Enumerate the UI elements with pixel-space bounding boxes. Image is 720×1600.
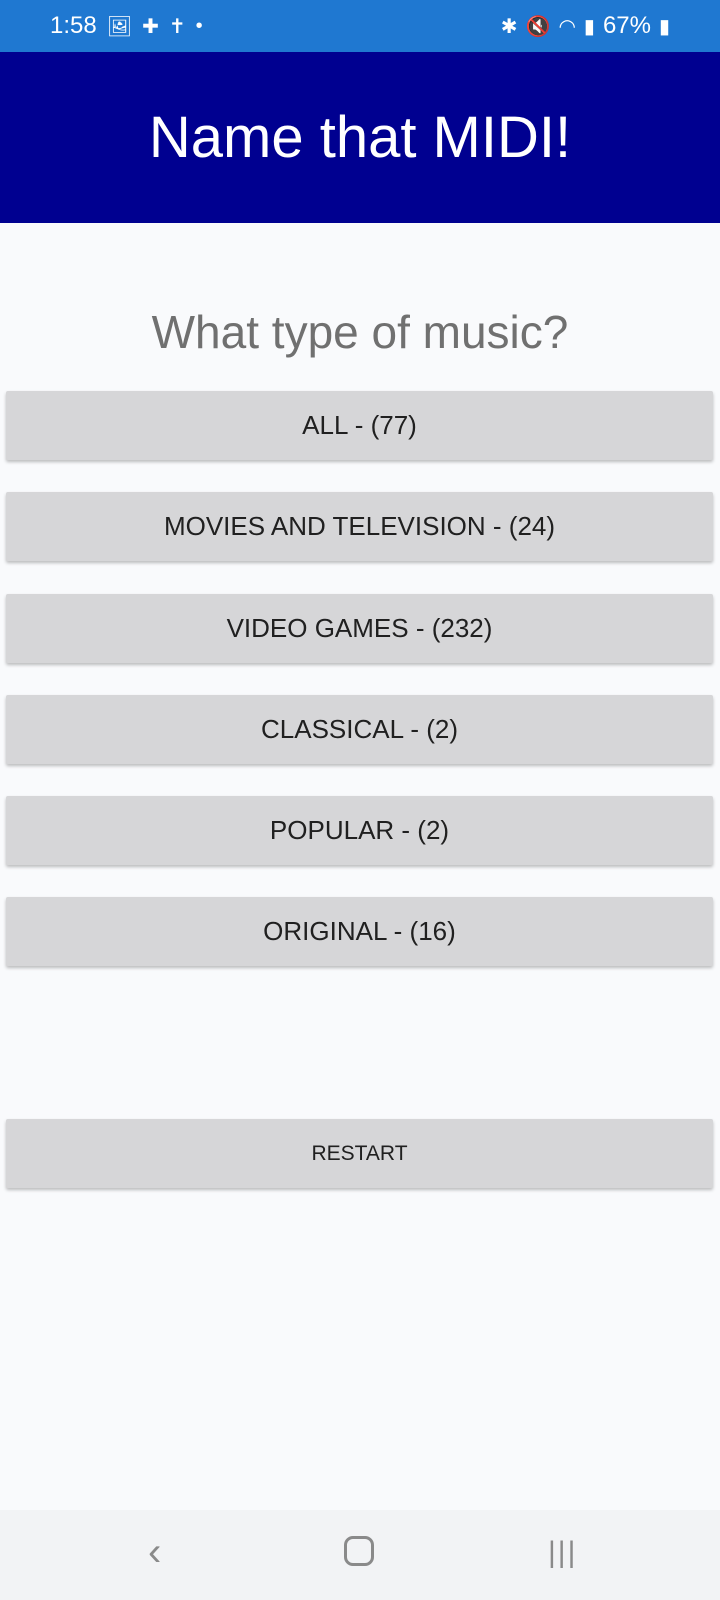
category-classical-button[interactable]: CLASSICAL - (2) [6,695,713,764]
app-title: Name that MIDI! [148,105,572,170]
gallery-icon: 🖼 [106,15,133,38]
battery-icon: ▮ [658,15,670,38]
battery-percent: 67% [602,12,651,39]
category-original-button[interactable]: ORIGINAL - (16) [6,897,713,966]
back-icon[interactable]: ‹ [148,1530,162,1574]
dot-icon: • [195,14,203,37]
wifi-icon: ◠ [558,15,576,38]
signal-icon: ▮ [583,15,595,38]
mute-icon: 🔇 [525,15,551,38]
category-movies-tv-button[interactable]: MOVIES AND TELEVISION - (24) [6,492,713,561]
question-text: What type of music? [151,306,569,358]
category-all-button[interactable]: ALL - (77) [6,391,713,460]
app-header: Name that MIDI! [0,52,720,223]
clock: 1:58 [50,12,97,39]
category-popular-button[interactable]: POPULAR - (2) [6,796,713,865]
restart-button[interactable]: RESTART [6,1119,713,1188]
bluetooth-icon: ✱ [500,15,518,38]
bible-icon: ✝ [168,15,186,38]
home-icon[interactable] [344,1536,374,1566]
recents-icon[interactable]: ||| [548,1536,578,1569]
navigation-bar: ‹ ||| [0,1510,720,1600]
category-video-games-button[interactable]: VIDEO GAMES - (232) [6,594,713,663]
status-bar: 1:58 🖼 ✚ ✝ • ✱ 🔇 ◠ ▮ 67% ▮ [0,0,720,52]
cross-icon: ✚ [142,15,159,38]
